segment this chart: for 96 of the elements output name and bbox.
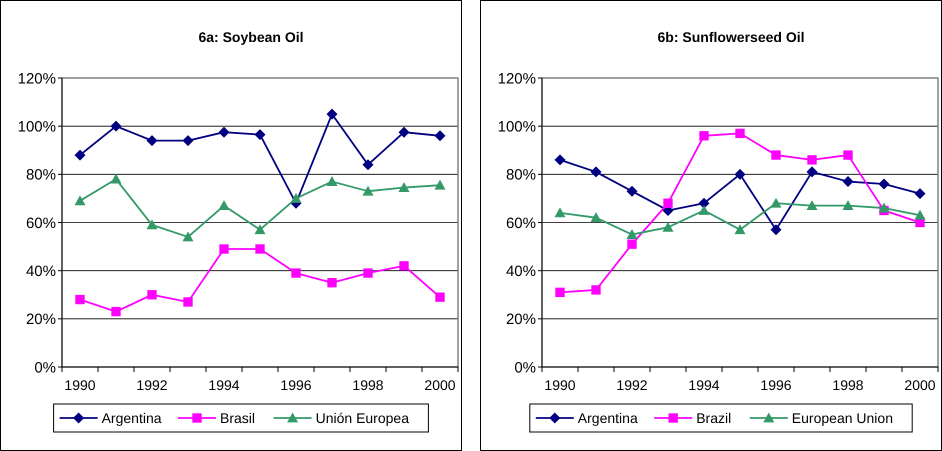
point — [914, 188, 926, 200]
y-tick-label: 0% — [34, 359, 56, 376]
point — [734, 168, 746, 180]
point — [590, 166, 602, 178]
y-tick-label: 0% — [514, 359, 536, 376]
point — [914, 210, 926, 220]
y-tick-label: 60% — [26, 214, 56, 232]
point — [218, 200, 230, 210]
point — [362, 159, 374, 170]
point — [255, 244, 265, 254]
point — [183, 297, 193, 307]
x-tick-label: 1994 — [208, 377, 240, 393]
x-tick-label: 1998 — [352, 377, 384, 393]
point — [327, 278, 337, 288]
point — [326, 108, 338, 120]
point — [398, 182, 410, 192]
y-tick-label: 80% — [26, 166, 56, 184]
point — [182, 231, 194, 242]
point — [434, 130, 446, 142]
point — [735, 128, 745, 138]
point — [842, 200, 854, 210]
legend-label: Argentina — [578, 410, 638, 426]
point — [291, 268, 301, 278]
point — [771, 150, 781, 160]
y-tick-label: 120% — [18, 70, 56, 88]
point — [699, 131, 709, 140]
point — [363, 268, 373, 278]
point — [591, 285, 601, 295]
point — [110, 174, 122, 184]
point — [111, 306, 121, 316]
point — [770, 224, 782, 236]
x-tick-label: 1990 — [544, 377, 576, 393]
y-tick-label: 80% — [506, 166, 536, 184]
x-tick-label: 1996 — [280, 377, 312, 393]
point — [555, 288, 565, 298]
y-tick-label: 20% — [506, 311, 536, 328]
point — [662, 222, 674, 232]
point — [254, 129, 266, 140]
x-tick-label: 1990 — [64, 377, 96, 393]
legend-label: Brazil — [696, 410, 732, 426]
point — [399, 261, 409, 271]
point — [434, 180, 446, 190]
chart-title: 6b: Sunflowerseed Oil — [657, 29, 805, 45]
point — [362, 186, 374, 196]
point — [734, 224, 746, 234]
point — [398, 126, 410, 138]
x-tick-label: 1994 — [688, 377, 720, 393]
point — [219, 244, 229, 254]
x-tick-label: 1996 — [760, 377, 792, 393]
y-tick-label: 60% — [506, 214, 536, 232]
x-tick-label: 1992 — [136, 377, 168, 393]
point — [74, 150, 86, 161]
point — [770, 198, 782, 208]
chart-title: 6a: Soybean Oil — [198, 29, 304, 45]
legend-label: Argentina — [102, 410, 162, 426]
y-tick-label: 100% — [18, 118, 56, 136]
legend-label: European Union — [792, 410, 893, 426]
y-tick-label: 40% — [506, 262, 536, 280]
y-tick-label: 120% — [498, 70, 536, 88]
x-tick-label: 1992 — [616, 377, 648, 393]
point — [147, 290, 157, 300]
point — [878, 178, 890, 190]
point — [843, 150, 853, 160]
point — [146, 219, 158, 230]
point — [435, 292, 445, 302]
x-tick-label: 1998 — [832, 377, 864, 393]
point — [75, 294, 85, 304]
point — [842, 176, 854, 188]
point — [626, 229, 638, 239]
y-tick-label: 40% — [26, 262, 56, 280]
point — [698, 198, 710, 209]
y-tick-label: 100% — [498, 118, 536, 136]
point — [663, 198, 673, 208]
point — [807, 155, 817, 165]
point — [554, 154, 566, 166]
point — [218, 126, 230, 138]
x-tick-label: 2000 — [904, 377, 936, 393]
point — [627, 240, 637, 249]
point — [182, 135, 194, 146]
point — [590, 212, 602, 222]
point — [554, 207, 566, 218]
point — [290, 192, 302, 203]
point — [254, 224, 266, 234]
point — [878, 202, 890, 212]
point — [326, 176, 338, 186]
legend-label: Brasil — [220, 410, 256, 426]
point — [806, 200, 818, 210]
point — [698, 204, 710, 215]
point — [146, 135, 158, 146]
point — [110, 120, 122, 132]
point — [74, 195, 86, 206]
point — [626, 186, 638, 197]
legend-label: Unión Europea — [316, 410, 410, 426]
y-tick-label: 20% — [26, 311, 56, 328]
x-tick-label: 2000 — [424, 377, 456, 393]
point — [806, 166, 818, 178]
